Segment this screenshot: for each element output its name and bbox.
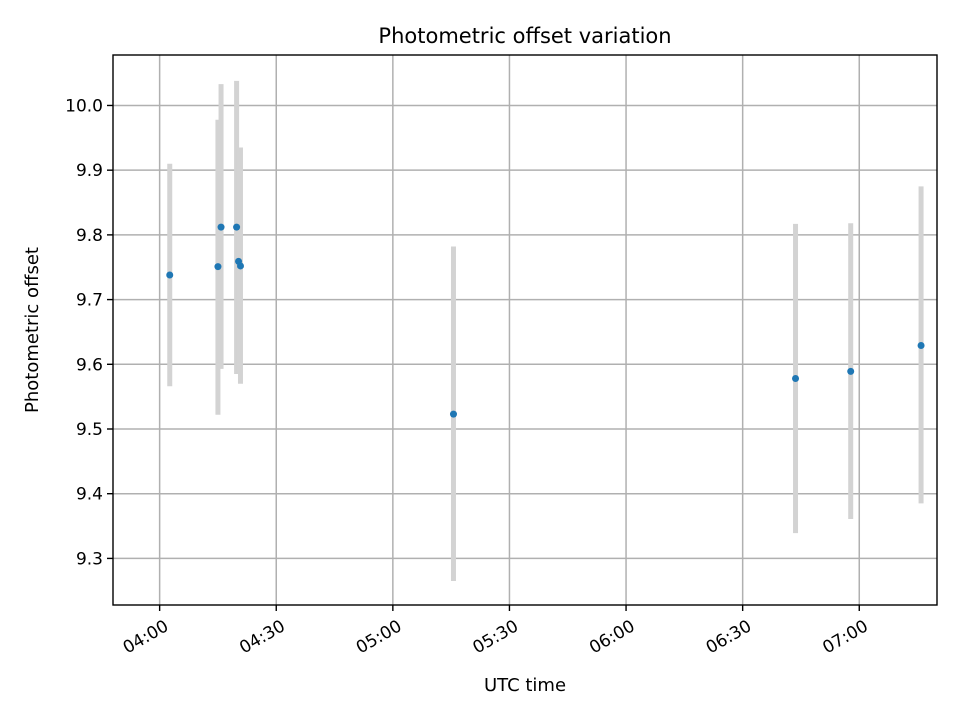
- x-tick-label: 07:00: [819, 616, 871, 658]
- y-tick-label: 10.0: [65, 96, 103, 116]
- data-point: [166, 271, 174, 279]
- y-axis-label: Photometric offset: [22, 247, 43, 413]
- data-point: [233, 223, 241, 231]
- x-tick-label: 04:00: [120, 616, 172, 658]
- x-tick-label: 06:00: [586, 616, 638, 658]
- error-bars: [167, 80, 924, 582]
- plot-frame: [112, 54, 938, 606]
- data-point: [217, 223, 225, 231]
- data-point: [214, 263, 222, 271]
- x-tick-label: 06:30: [703, 616, 755, 658]
- y-tick-label: 9.9: [76, 161, 103, 181]
- y-tick-label: 9.8: [76, 226, 103, 246]
- y-tick-label: 9.7: [76, 291, 103, 311]
- data-points: [166, 223, 925, 418]
- data-point: [236, 262, 244, 270]
- y-tick-label: 9.3: [76, 549, 103, 569]
- x-axis-label: UTC time: [484, 675, 566, 696]
- data-point: [847, 367, 855, 375]
- x-tick-label: 04:30: [236, 616, 288, 658]
- chart-title: Photometric offset variation: [378, 24, 671, 48]
- y-tick-label: 9.6: [76, 355, 103, 375]
- grid: [113, 55, 937, 605]
- data-point: [792, 375, 800, 383]
- data-point: [917, 342, 925, 350]
- axis-ticks: 04:00 04:30 05:00 05:30 06:00 06:30 07:00 9.3 9.…: [65, 96, 872, 658]
- y-tick-label: 9.5: [76, 420, 103, 440]
- y-tick-label: 9.4: [76, 485, 103, 505]
- x-tick-label: 05:00: [353, 616, 405, 658]
- data-point: [449, 410, 457, 418]
- x-tick-label: 05:30: [470, 616, 522, 658]
